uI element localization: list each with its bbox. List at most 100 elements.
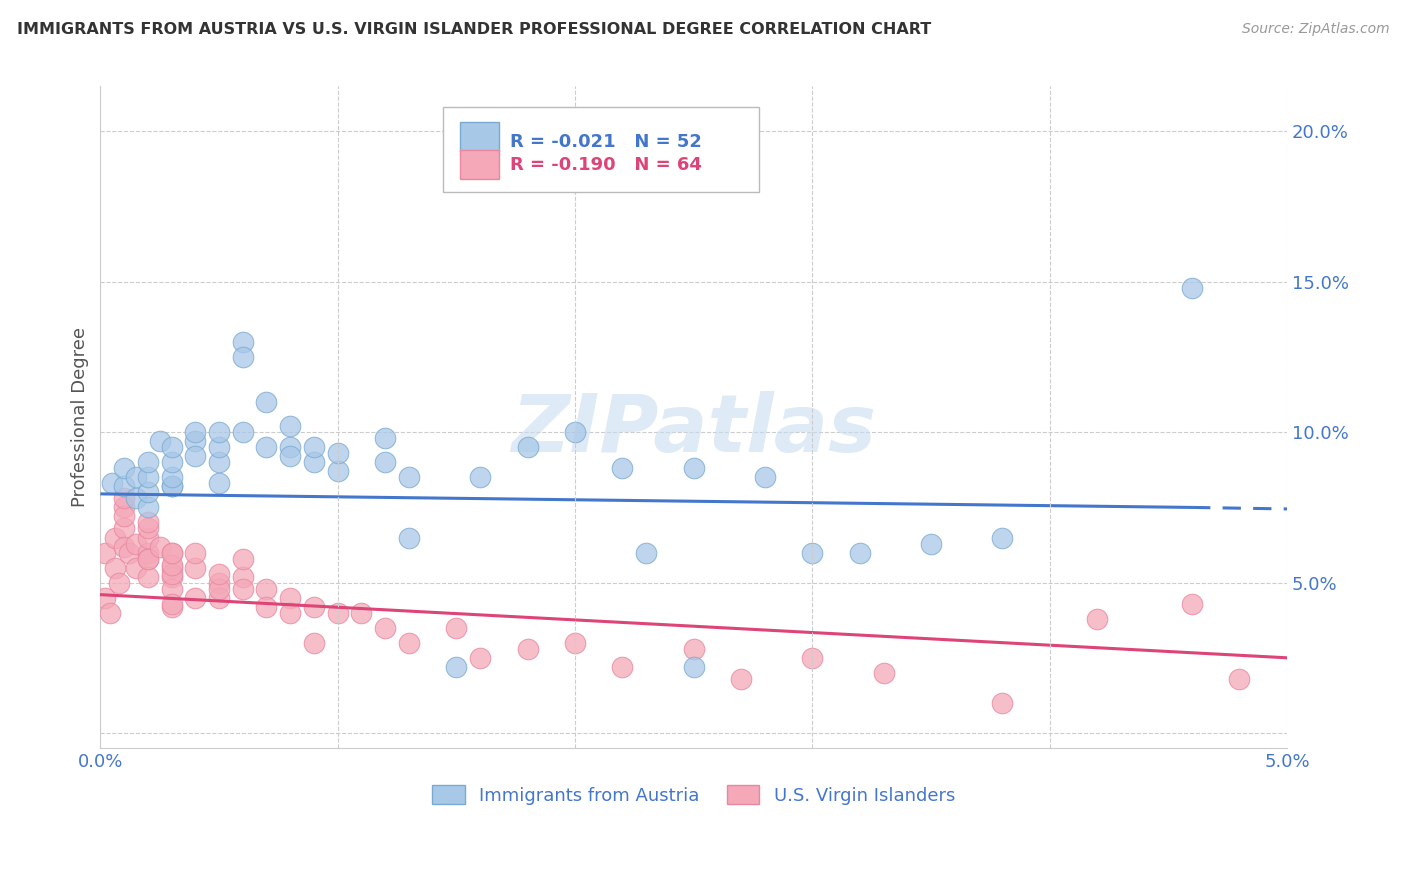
Point xyxy=(232,569,254,583)
Point xyxy=(326,606,349,620)
Text: IMMIGRANTS FROM AUSTRIA VS U.S. VIRGIN ISLANDER PROFESSIONAL DEGREE CORRELATION : IMMIGRANTS FROM AUSTRIA VS U.S. VIRGIN I… xyxy=(17,22,931,37)
Point xyxy=(564,425,586,440)
Point xyxy=(326,446,349,460)
Point xyxy=(136,485,159,500)
Point xyxy=(112,491,135,506)
Point xyxy=(326,464,349,478)
Text: ZIPatlas: ZIPatlas xyxy=(512,392,876,469)
Point xyxy=(374,621,396,635)
Point xyxy=(184,434,207,449)
Point xyxy=(278,440,301,454)
Point xyxy=(118,545,141,559)
Point xyxy=(991,531,1014,545)
Text: R = -0.021   N = 52: R = -0.021 N = 52 xyxy=(510,133,702,152)
Point xyxy=(112,500,135,515)
Point xyxy=(564,636,586,650)
Point xyxy=(98,606,121,620)
Point xyxy=(149,434,172,449)
Point xyxy=(754,470,776,484)
Point xyxy=(208,575,231,590)
Point xyxy=(160,455,183,469)
Point xyxy=(801,650,824,665)
Point xyxy=(208,582,231,596)
Point xyxy=(136,500,159,515)
Point xyxy=(1229,672,1251,686)
Point xyxy=(350,606,373,620)
Point xyxy=(849,545,872,559)
Point xyxy=(160,569,183,583)
Point xyxy=(112,479,135,493)
Point xyxy=(612,660,634,674)
Point xyxy=(612,461,634,475)
Point xyxy=(446,621,468,635)
Point xyxy=(232,334,254,349)
Point xyxy=(112,521,135,535)
Point xyxy=(398,470,420,484)
Point xyxy=(302,636,325,650)
Point xyxy=(256,440,278,454)
Point xyxy=(184,545,207,559)
Point xyxy=(125,536,148,550)
Point xyxy=(184,425,207,440)
Point xyxy=(136,516,159,530)
Point xyxy=(1181,281,1204,295)
Point xyxy=(136,551,159,566)
Point xyxy=(232,551,254,566)
Point xyxy=(104,531,127,545)
Point xyxy=(149,540,172,554)
Text: Source: ZipAtlas.com: Source: ZipAtlas.com xyxy=(1241,22,1389,37)
Point xyxy=(398,531,420,545)
Point xyxy=(991,696,1014,710)
Point xyxy=(160,599,183,614)
Point xyxy=(682,461,704,475)
Point xyxy=(1181,597,1204,611)
Point xyxy=(125,470,148,484)
Point xyxy=(256,582,278,596)
Point xyxy=(446,660,468,674)
Point xyxy=(184,450,207,464)
Point xyxy=(208,440,231,454)
Point xyxy=(160,582,183,596)
Point xyxy=(468,650,491,665)
Point xyxy=(160,479,183,493)
Point xyxy=(1085,612,1108,626)
Point xyxy=(136,545,159,559)
Point xyxy=(136,455,159,469)
Point xyxy=(232,425,254,440)
Point xyxy=(125,491,148,506)
Point xyxy=(920,536,942,550)
Point xyxy=(302,599,325,614)
Point xyxy=(104,560,127,574)
Text: R = -0.190   N = 64: R = -0.190 N = 64 xyxy=(510,155,702,174)
Point xyxy=(160,560,183,574)
Point xyxy=(278,450,301,464)
Point xyxy=(302,440,325,454)
Point xyxy=(278,419,301,434)
Point xyxy=(208,455,231,469)
Point xyxy=(302,455,325,469)
Point xyxy=(184,560,207,574)
Point xyxy=(160,558,183,572)
Point xyxy=(136,521,159,535)
Point xyxy=(730,672,752,686)
Point xyxy=(468,470,491,484)
Point xyxy=(112,509,135,524)
Point xyxy=(101,476,124,491)
Point xyxy=(160,545,183,559)
Point xyxy=(801,545,824,559)
Point xyxy=(94,545,117,559)
Point xyxy=(160,597,183,611)
Y-axis label: Professional Degree: Professional Degree xyxy=(72,327,89,508)
Point xyxy=(636,545,658,559)
Point xyxy=(278,606,301,620)
Point xyxy=(112,461,135,475)
Point xyxy=(208,591,231,605)
Point xyxy=(136,470,159,484)
Point xyxy=(160,440,183,454)
Point xyxy=(374,431,396,445)
Point xyxy=(232,582,254,596)
Point xyxy=(682,641,704,656)
Point xyxy=(160,566,183,581)
Point xyxy=(208,425,231,440)
Point xyxy=(94,591,117,605)
